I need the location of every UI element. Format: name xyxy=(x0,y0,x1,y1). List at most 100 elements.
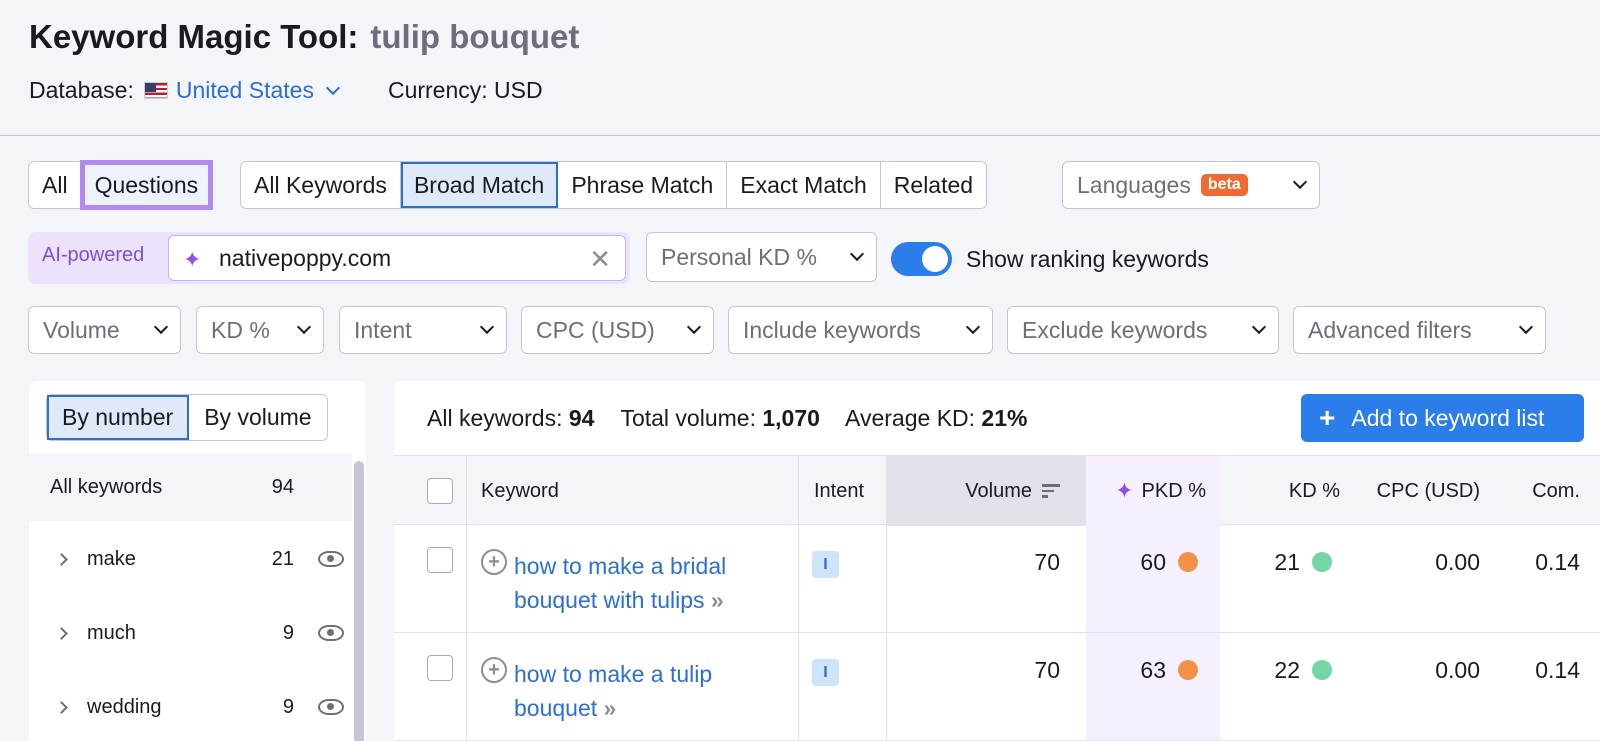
double-chevron-icon[interactable]: » xyxy=(603,695,617,721)
com-cell: 0.14 xyxy=(1535,549,1580,575)
group-count: 21 xyxy=(271,547,294,570)
sidebar-scrollbar[interactable] xyxy=(354,461,364,741)
summary-all-label: All keywords: xyxy=(427,405,563,431)
chevron-right-icon[interactable] xyxy=(55,552,68,566)
tab-by-volume[interactable]: By volume xyxy=(204,404,312,430)
advanced-filters[interactable]: Advanced filters xyxy=(1293,306,1546,354)
chevron-down-icon[interactable] xyxy=(325,80,341,95)
pkd-cell: 60 xyxy=(1086,549,1198,576)
chevron-right-icon[interactable] xyxy=(55,700,68,714)
sort-descending-icon[interactable] xyxy=(1042,484,1060,498)
filter-label: Exclude keywords xyxy=(1022,316,1208,343)
difficulty-dot xyxy=(1312,660,1332,680)
column-keyword[interactable]: Keyword xyxy=(481,479,559,502)
row-checkbox[interactable] xyxy=(427,655,453,681)
keyword-groups-panel: By number By volume All keywords 94 make… xyxy=(29,381,366,741)
chevron-down-icon xyxy=(479,319,495,335)
double-chevron-icon[interactable]: » xyxy=(710,587,724,613)
pkd-value: 60 xyxy=(1140,549,1166,575)
tab-by-number[interactable]: By number xyxy=(47,395,190,440)
filter-label: KD % xyxy=(211,316,270,343)
table-row: + how to make a tulip bouquet » I 70 63 … xyxy=(394,633,1600,741)
com-cell: 0.14 xyxy=(1535,657,1580,683)
chevron-down-icon xyxy=(1518,319,1534,335)
chevron-down-icon xyxy=(686,319,702,335)
summary-kd-label: Average KD: xyxy=(845,405,976,431)
eye-icon[interactable] xyxy=(318,699,344,715)
clear-icon[interactable]: ✕ xyxy=(589,244,611,274)
volume-filter[interactable]: Volume xyxy=(28,306,181,354)
summary-volume-value: 1,070 xyxy=(762,405,820,431)
group-much[interactable]: much 9 xyxy=(29,603,352,663)
keyword-link[interactable]: how to make a bridal bouquet with tulips… xyxy=(514,549,804,617)
cpc-cell: 0.00 xyxy=(1435,549,1480,575)
row-checkbox[interactable] xyxy=(427,547,453,573)
include-keywords-filter[interactable]: Include keywords xyxy=(728,306,993,354)
group-wedding[interactable]: wedding 9 xyxy=(29,677,352,737)
database-selector[interactable]: United States xyxy=(175,77,314,103)
select-all-checkbox[interactable] xyxy=(427,478,453,504)
tab-phrase-match[interactable]: Phrase Match xyxy=(558,162,728,208)
divider xyxy=(466,455,467,741)
column-com[interactable]: Com. xyxy=(1532,479,1580,502)
add-keyword-icon[interactable]: + xyxy=(481,549,507,575)
intent-filter[interactable]: Intent xyxy=(339,306,507,354)
currency-label: Currency: USD xyxy=(387,77,543,103)
column-intent[interactable]: Intent xyxy=(814,479,865,502)
chevron-down-icon xyxy=(1251,319,1267,335)
languages-dropdown[interactable]: Languages beta xyxy=(1062,161,1320,209)
domain-input[interactable]: ✦ nativepoppy.com ✕ xyxy=(168,235,626,281)
tool-name: Keyword Magic Tool: xyxy=(29,18,359,55)
sparkle-icon: ✦ xyxy=(183,247,202,272)
group-name: much xyxy=(87,621,136,644)
group-make[interactable]: make 21 xyxy=(29,529,352,589)
keyword-link[interactable]: how to make a tulip bouquet » xyxy=(514,657,754,725)
column-kd[interactable]: KD % xyxy=(1288,479,1340,502)
kd-filter[interactable]: KD % xyxy=(196,306,324,354)
column-cpc[interactable]: CPC (USD) xyxy=(1376,479,1480,502)
chevron-down-icon xyxy=(849,246,865,262)
question-filter-tabs: All Questions xyxy=(28,160,214,210)
pkd-value: 63 xyxy=(1140,657,1166,683)
filter-label: Advanced filters xyxy=(1308,316,1472,343)
eye-icon[interactable] xyxy=(318,551,344,567)
group-name: wedding xyxy=(87,695,162,718)
column-volume[interactable]: Volume xyxy=(886,456,1086,526)
volume-cell: 70 xyxy=(1034,657,1060,683)
tab-exact-match[interactable]: Exact Match xyxy=(727,162,881,208)
ai-powered-label: AI-powered xyxy=(42,244,145,266)
difficulty-dot xyxy=(1178,552,1198,572)
tab-related[interactable]: Related xyxy=(893,171,974,198)
domain-value: nativepoppy.com xyxy=(219,244,392,271)
add-to-keyword-list-button[interactable]: + Add to keyword list xyxy=(1301,394,1584,442)
table-header: Keyword Intent Volume ✦ PKD % KD % CPC (… xyxy=(394,455,1600,526)
add-keyword-icon[interactable]: + xyxy=(481,657,507,683)
personal-kd-dropdown[interactable]: Personal KD % xyxy=(646,232,877,282)
table-row: + how to make a bridal bouquet with tuli… xyxy=(394,525,1600,633)
eye-icon[interactable] xyxy=(318,625,344,641)
beta-badge: beta xyxy=(1200,174,1248,196)
group-name: All keywords xyxy=(50,476,163,498)
tab-questions[interactable]: Questions xyxy=(79,160,214,210)
group-all-keywords[interactable]: All keywords 94 xyxy=(29,454,352,521)
group-count: 9 xyxy=(282,621,294,644)
column-pkd[interactable]: ✦ PKD % xyxy=(1086,456,1220,526)
keyword-text: how to make a bridal bouquet with tulips xyxy=(514,553,727,613)
group-count: 9 xyxy=(282,695,294,718)
filter-label: Volume xyxy=(43,316,120,343)
tab-all-keywords[interactable]: All Keywords xyxy=(241,162,401,208)
show-ranking-label: Show ranking keywords xyxy=(966,246,1209,272)
tab-broad-match[interactable]: Broad Match xyxy=(400,162,559,208)
cpc-filter[interactable]: CPC (USD) xyxy=(521,306,714,354)
select-all-cell xyxy=(427,456,453,526)
exclude-keywords-filter[interactable]: Exclude keywords xyxy=(1007,306,1279,354)
chevron-right-icon[interactable] xyxy=(55,626,68,640)
show-ranking-toggle[interactable] xyxy=(891,242,952,276)
filter-label: Intent xyxy=(354,316,412,343)
cpc-cell: 0.00 xyxy=(1435,657,1480,683)
add-button-label: Add to keyword list xyxy=(1351,404,1545,431)
plus-icon: + xyxy=(1319,402,1336,433)
chevron-down-icon xyxy=(1292,174,1308,190)
tab-all[interactable]: All xyxy=(29,162,82,208)
divider xyxy=(886,455,887,741)
